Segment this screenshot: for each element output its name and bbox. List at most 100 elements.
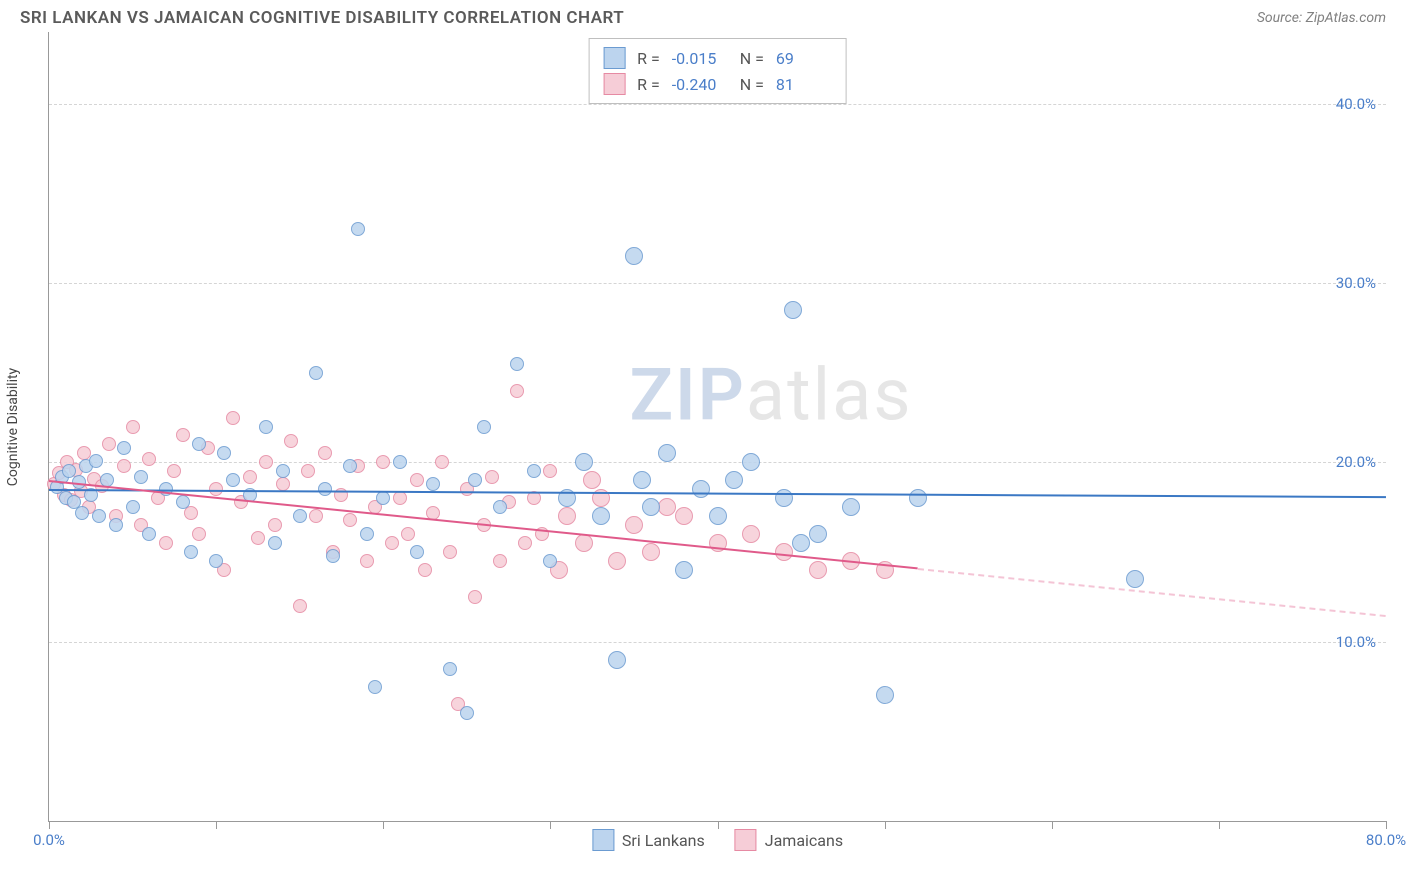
series-legend-item: Jamaicans bbox=[735, 829, 843, 851]
data-point bbox=[575, 453, 593, 471]
y-tick-label: 10.0% bbox=[1336, 633, 1376, 651]
data-point bbox=[259, 455, 273, 469]
data-point bbox=[510, 384, 524, 398]
data-point bbox=[468, 473, 482, 487]
gridline bbox=[49, 642, 1386, 643]
data-point bbox=[142, 527, 156, 541]
data-point bbox=[876, 686, 894, 704]
data-point bbox=[176, 495, 190, 509]
legend-n-label: N = bbox=[740, 75, 764, 94]
data-point bbox=[543, 554, 557, 568]
data-point bbox=[309, 366, 323, 380]
data-point bbox=[293, 509, 307, 523]
data-point bbox=[318, 482, 332, 496]
data-point bbox=[284, 434, 298, 448]
data-point bbox=[75, 506, 89, 520]
data-point bbox=[226, 411, 240, 425]
x-tick bbox=[216, 821, 217, 829]
data-point bbox=[625, 247, 643, 265]
data-point bbox=[510, 357, 524, 371]
data-point bbox=[385, 536, 399, 550]
plot-area: ZIPatlas 10.0%20.0%30.0%40.0% bbox=[49, 32, 1386, 821]
x-tick bbox=[885, 821, 886, 829]
legend-n-value: 81 bbox=[776, 75, 832, 94]
gridline bbox=[49, 283, 1386, 284]
data-point bbox=[393, 455, 407, 469]
data-point bbox=[301, 464, 315, 478]
x-tick bbox=[49, 821, 50, 829]
data-point bbox=[842, 498, 860, 516]
watermark: ZIPatlas bbox=[629, 352, 912, 437]
data-point bbox=[268, 518, 282, 532]
y-axis-label: Cognitive Disability bbox=[5, 367, 21, 485]
data-point bbox=[592, 507, 610, 525]
data-point bbox=[134, 470, 148, 484]
watermark-light: atlas bbox=[746, 352, 913, 437]
gridline bbox=[49, 462, 1386, 463]
data-point bbox=[159, 536, 173, 550]
y-tick-label: 20.0% bbox=[1336, 453, 1376, 471]
data-point bbox=[418, 563, 432, 577]
data-point bbox=[376, 455, 390, 469]
data-point bbox=[675, 561, 693, 579]
data-point bbox=[792, 534, 810, 552]
data-point bbox=[709, 507, 727, 525]
stats-legend: R =-0.015N =69R =-0.240N =81 bbox=[588, 38, 847, 104]
data-point bbox=[443, 662, 457, 676]
data-point bbox=[775, 489, 793, 507]
legend-r-value: -0.015 bbox=[672, 49, 728, 68]
data-point bbox=[176, 428, 190, 442]
data-point bbox=[426, 477, 440, 491]
chart-source: Source: ZipAtlas.com bbox=[1257, 10, 1386, 26]
data-point bbox=[326, 549, 340, 563]
data-point bbox=[543, 464, 557, 478]
data-point bbox=[625, 516, 643, 534]
data-point bbox=[485, 470, 499, 484]
data-point bbox=[784, 301, 802, 319]
data-point bbox=[309, 509, 323, 523]
legend-r-label: R = bbox=[637, 75, 660, 94]
data-point bbox=[343, 459, 357, 473]
data-point bbox=[276, 464, 290, 478]
data-point bbox=[1126, 570, 1144, 588]
data-point bbox=[167, 464, 181, 478]
data-point bbox=[642, 498, 660, 516]
data-point bbox=[575, 534, 593, 552]
x-tick bbox=[1052, 821, 1053, 829]
data-point bbox=[608, 552, 626, 570]
data-point bbox=[268, 536, 282, 550]
watermark-bold: ZIP bbox=[629, 352, 745, 437]
data-point bbox=[518, 536, 532, 550]
data-point bbox=[608, 651, 626, 669]
data-point bbox=[217, 446, 231, 460]
data-point bbox=[318, 446, 332, 460]
data-point bbox=[692, 480, 710, 498]
data-point bbox=[109, 518, 123, 532]
trend-line bbox=[918, 568, 1386, 617]
x-tick bbox=[550, 821, 551, 829]
data-point bbox=[209, 554, 223, 568]
data-point bbox=[460, 706, 474, 720]
data-point bbox=[343, 513, 357, 527]
data-point bbox=[92, 509, 106, 523]
data-point bbox=[126, 500, 140, 514]
data-point bbox=[276, 477, 290, 491]
data-point bbox=[642, 543, 660, 561]
series-legend-item: Sri Lankans bbox=[592, 829, 705, 851]
legend-swatch bbox=[603, 73, 625, 95]
data-point bbox=[410, 545, 424, 559]
data-point bbox=[126, 420, 140, 434]
data-point bbox=[360, 554, 374, 568]
legend-n-label: N = bbox=[740, 49, 764, 68]
data-point bbox=[809, 561, 827, 579]
chart-title: SRI LANKAN VS JAMAICAN COGNITIVE DISABIL… bbox=[20, 8, 624, 28]
data-point bbox=[226, 473, 240, 487]
data-point bbox=[725, 471, 743, 489]
data-point bbox=[360, 527, 374, 541]
chart-header: SRI LANKAN VS JAMAICAN COGNITIVE DISABIL… bbox=[0, 0, 1406, 32]
stats-legend-row: R =-0.015N =69 bbox=[603, 45, 832, 71]
series-legend-label: Sri Lankans bbox=[622, 831, 705, 850]
y-tick-label: 30.0% bbox=[1336, 274, 1376, 292]
data-point bbox=[117, 459, 131, 473]
data-point bbox=[401, 527, 415, 541]
